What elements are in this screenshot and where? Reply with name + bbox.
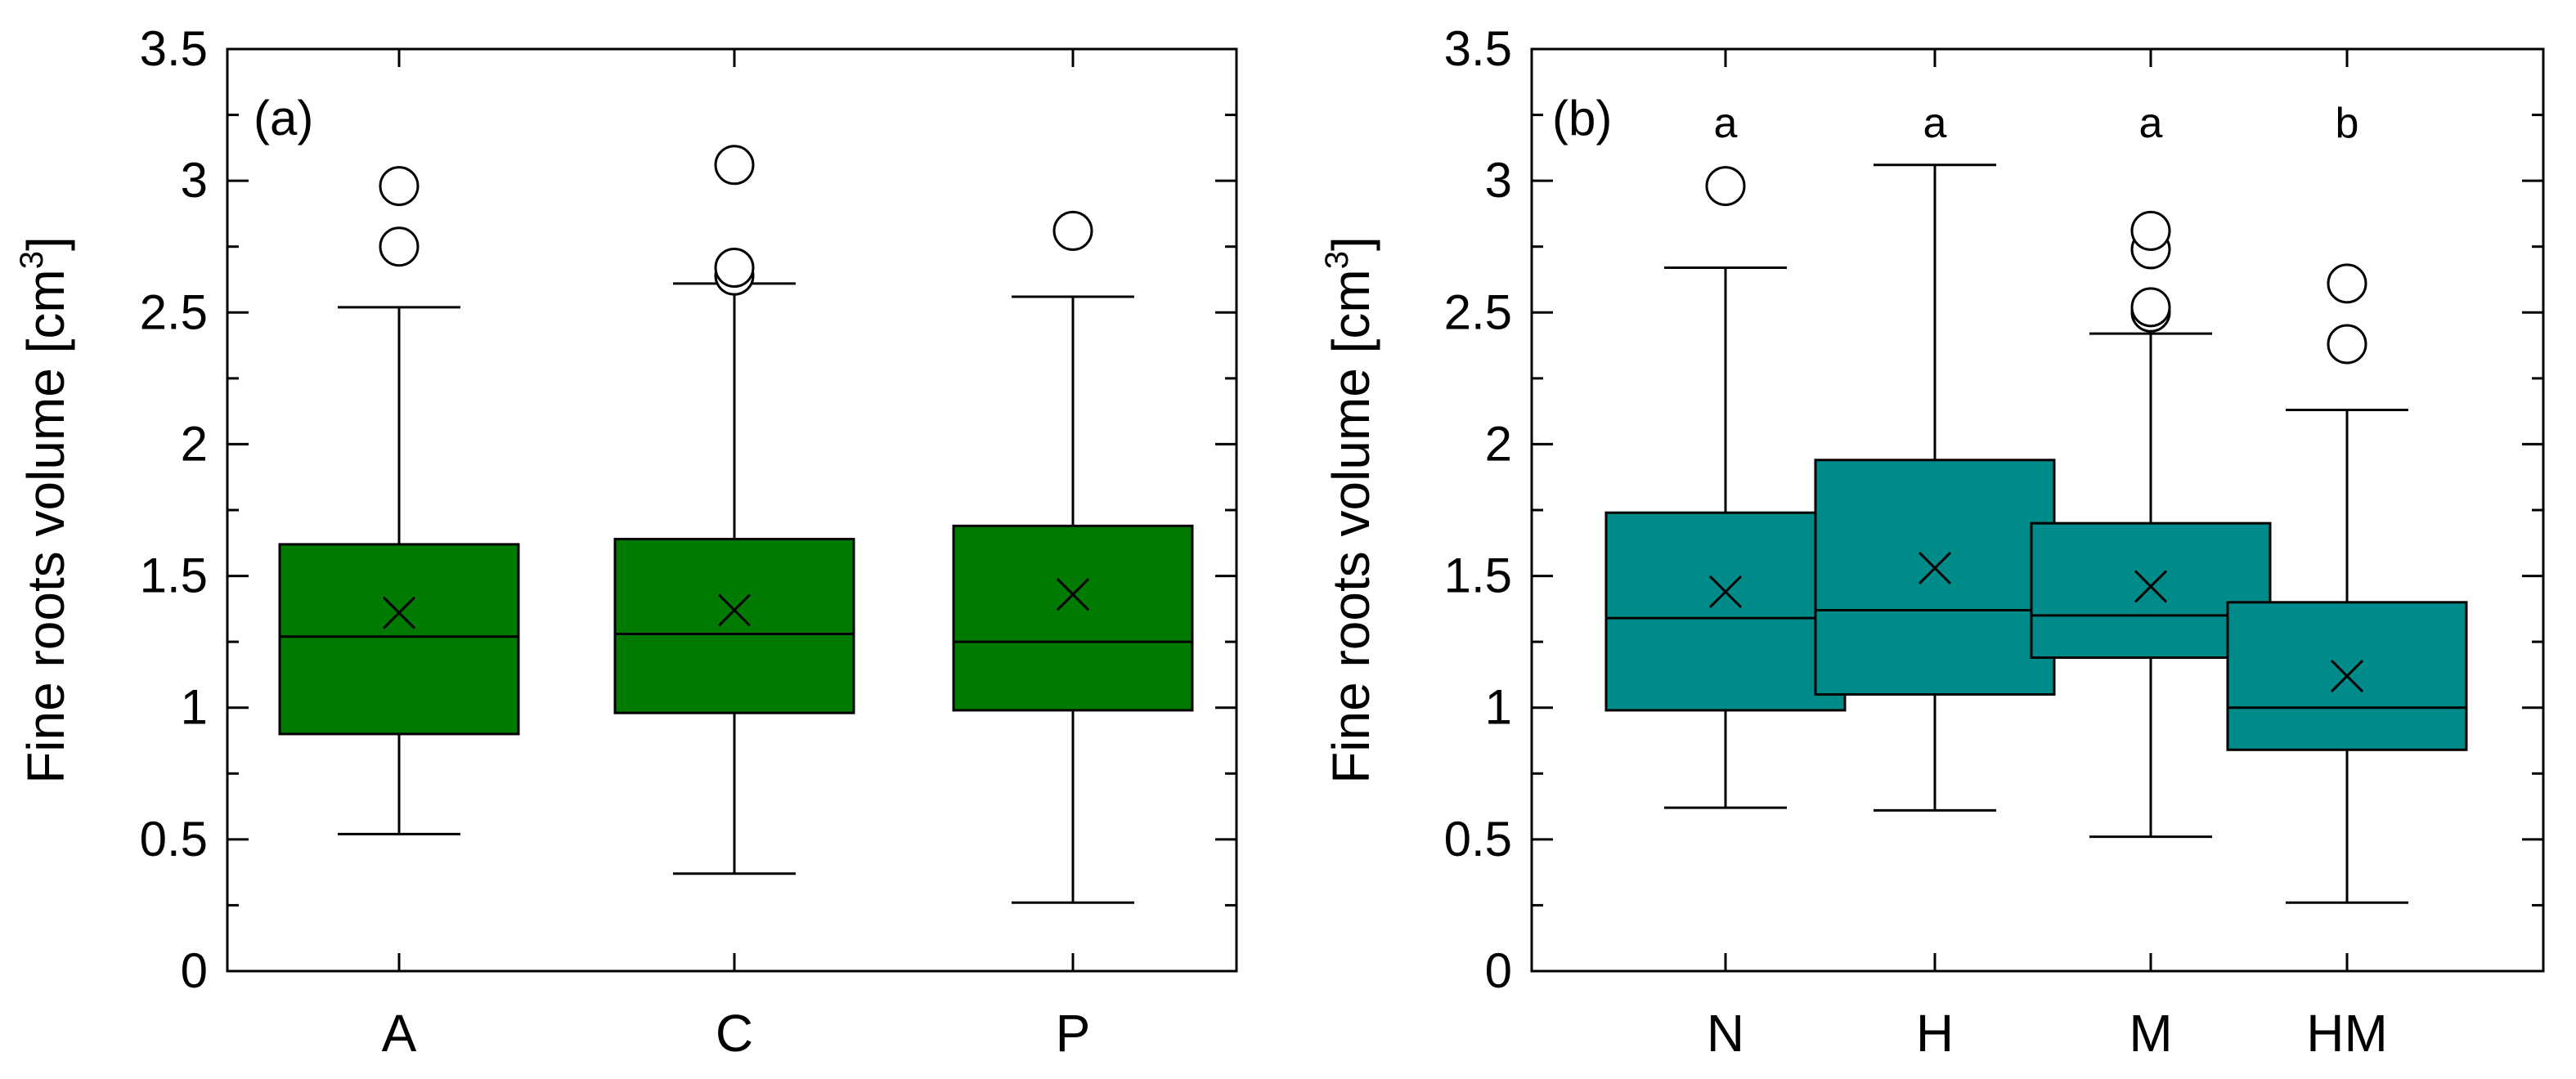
box-N: Na [1604,49,1847,1063]
iqr-box [1604,511,1847,712]
iqr-box [1814,459,2056,696]
y-tick-label: 1.5 [140,548,208,603]
y-tick-label: 2 [181,416,208,471]
mean-marker [2330,659,2364,693]
outlier-point [379,226,420,267]
box-HM: HM b [2226,49,2468,1063]
x-category-label: HM [2306,1004,2388,1063]
y-tick-label: 0 [1485,943,1512,998]
y-tick-label: 1.5 [1444,548,1512,603]
y-tick-label: 2.5 [140,284,208,339]
panel-b: 0 0.5 1 1.5 2 2.5 3 3.5 Fine roots volume [cm3] (… [1319,21,2545,1063]
significance-letter: a [1923,100,1947,147]
iqr-box [613,537,855,714]
significance-letter: b [2336,100,2359,147]
y-tick-label: 0.5 [140,812,208,866]
panel-label: (b) [1552,91,1612,146]
box-H: Ha [1814,49,2056,1063]
panel-label: (a) [254,91,313,146]
y-tick-label: 3 [1485,153,1512,208]
box-P: P [952,49,1194,1063]
y-axis-title: Fine roots volume [cm3] [1319,236,1380,784]
y-tick-label: 2 [1485,416,1512,471]
mean-marker [1918,551,1952,584]
box-C: C [613,49,855,1063]
iqr-box [278,543,520,736]
x-category-label: N [1707,1004,1744,1063]
mean-marker-stroke [717,593,752,627]
mean-marker [1708,575,1743,608]
y-tick-label: 1 [181,680,208,735]
outlier-point [379,166,420,207]
y-tick-label: 3.5 [140,21,208,76]
mean-marker [717,593,752,627]
x-category-label: C [716,1004,753,1063]
mean-marker-stroke [1708,575,1743,608]
outlier-point [1705,166,1746,207]
y-tick-label: 2.5 [1444,284,1512,339]
mean-marker-stroke [382,596,416,629]
y-axis-title: Fine roots volume [cm3] [14,236,75,784]
outlier-point [1052,210,1093,251]
mean-marker-stroke [2330,659,2364,693]
x-category-label: P [1056,1004,1091,1063]
outlier-point [2130,210,2171,251]
box-A: A [278,49,520,1063]
mean-marker [382,596,416,629]
y-tick-label: 3.5 [1444,21,1512,76]
y-tick-label: 0 [181,943,208,998]
significance-letter: a [1714,100,1738,147]
iqr-box [952,524,1194,712]
mean-marker [1056,578,1090,611]
mean-marker-stroke [1918,551,1952,584]
panel-a: 0 0.5 1 1.5 2 2.5 3 3.5 Fine roots volume [cm3] (… [14,21,1238,1063]
mean-marker [2134,570,2168,603]
outlier-point [2130,287,2171,328]
mean-marker-stroke [1056,578,1090,611]
y-tick-label: 1 [1485,680,1512,735]
outlier-point [714,247,755,288]
x-category-label: M [2129,1004,2172,1063]
y-tick-label: 3 [181,153,208,208]
mean-marker-stroke [2134,570,2168,603]
x-category-label: H [1916,1004,1954,1063]
significance-letter: a [2139,100,2163,147]
outlier-point [2327,324,2367,365]
outlier-point [2327,263,2367,304]
outlier-point [714,145,755,186]
y-tick-label: 0.5 [1444,812,1512,866]
x-category-label: A [382,1004,417,1063]
